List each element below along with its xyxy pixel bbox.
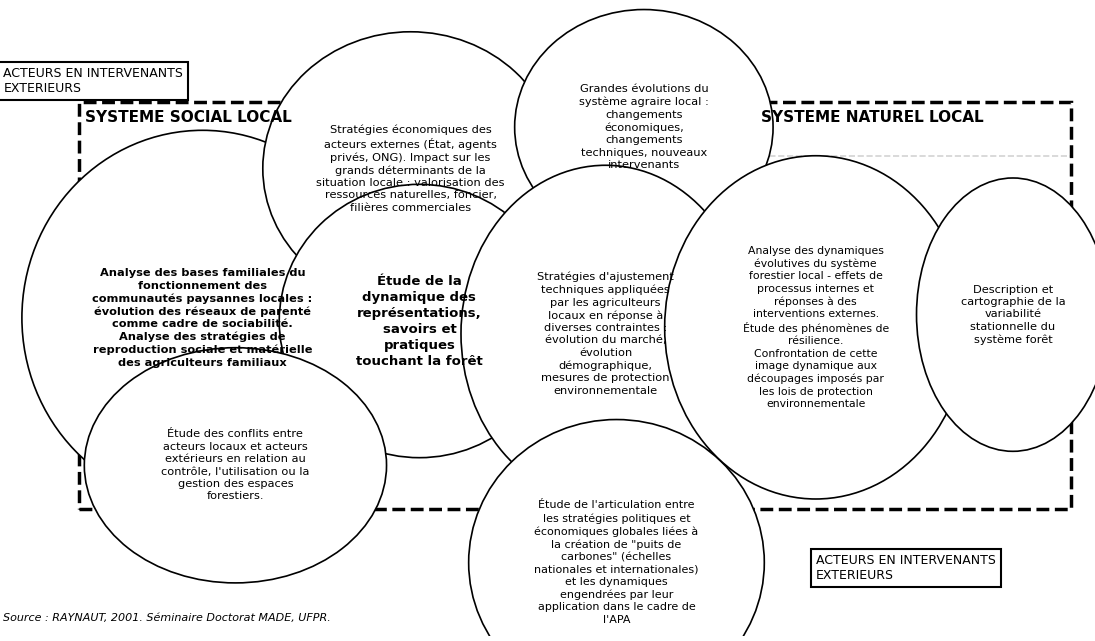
Text: SYSTEME NATUREL LOCAL: SYSTEME NATUREL LOCAL: [761, 110, 983, 125]
Text: Stratégies d'ajustement
techniques appliquées
par les agriculteurs
locaux en rép: Stratégies d'ajustement techniques appli…: [538, 272, 675, 395]
Ellipse shape: [469, 420, 764, 641]
Text: Source : RAYNAUT, 2001. Séminaire Doctorat MADE, UFPR.: Source : RAYNAUT, 2001. Séminaire Doctor…: [3, 613, 331, 623]
Ellipse shape: [917, 178, 1095, 451]
Text: ACTEURS EN INTERVENANTS
EXTERIEURS: ACTEURS EN INTERVENANTS EXTERIEURS: [816, 554, 995, 581]
Ellipse shape: [263, 32, 558, 305]
Text: SYSTEME SOCIAL LOCAL: SYSTEME SOCIAL LOCAL: [85, 110, 292, 125]
Text: Étude des conflits entre
acteurs locaux et acteurs
extérieurs en relation au
con: Étude des conflits entre acteurs locaux …: [161, 429, 310, 501]
Ellipse shape: [665, 156, 967, 499]
Text: Analyse des bases familiales du
fonctionnement des
communautés paysannes locales: Analyse des bases familiales du fonction…: [92, 268, 313, 367]
Text: Stratégies économiques des
acteurs externes (État, agents
privés, ONG). Impact s: Stratégies économiques des acteurs exter…: [316, 124, 505, 213]
Text: Analyse des dynamiques
évolutives du système
forestier local - effets de
process: Analyse des dynamiques évolutives du sys…: [742, 246, 889, 409]
Text: ACTEURS EN INTERVENANTS
EXTERIEURS: ACTEURS EN INTERVENANTS EXTERIEURS: [3, 67, 183, 95]
Text: Étude de l'articulation entre
les stratégies politiques et
économiques globales : Étude de l'articulation entre les straté…: [534, 501, 699, 625]
Text: Grandes évolutions du
système agraire local :
changements
économiques,
changemen: Grandes évolutions du système agraire lo…: [579, 84, 708, 170]
Ellipse shape: [22, 130, 383, 505]
Ellipse shape: [515, 10, 773, 245]
Ellipse shape: [279, 185, 560, 458]
Text: Description et
cartographie de la
variabilité
stationnelle du
système forêt: Description et cartographie de la variab…: [960, 285, 1065, 345]
Ellipse shape: [461, 165, 750, 502]
Text: Étude de la
dynamique des
représentations,
savoirs et
pratiques
touchant la forê: Étude de la dynamique des représentation…: [356, 274, 483, 367]
Ellipse shape: [84, 347, 387, 583]
